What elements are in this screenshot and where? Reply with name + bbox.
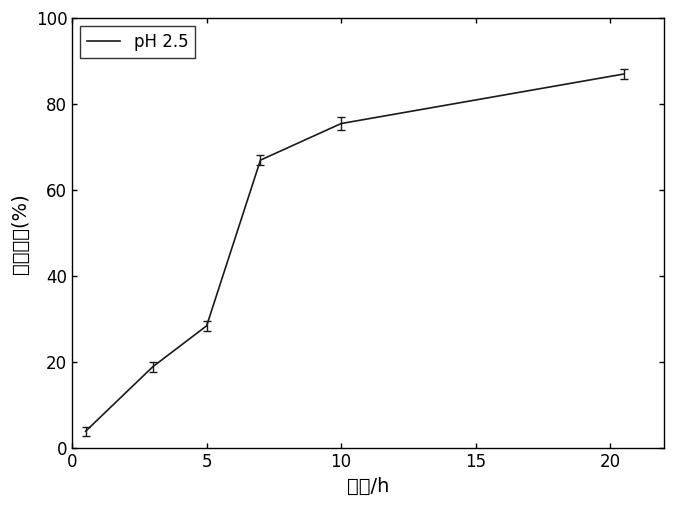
X-axis label: 时间/h: 时间/h [347, 477, 389, 496]
Legend: pH 2.5: pH 2.5 [80, 26, 195, 58]
Y-axis label: 释香精量(%): 释香精量(%) [11, 193, 30, 274]
